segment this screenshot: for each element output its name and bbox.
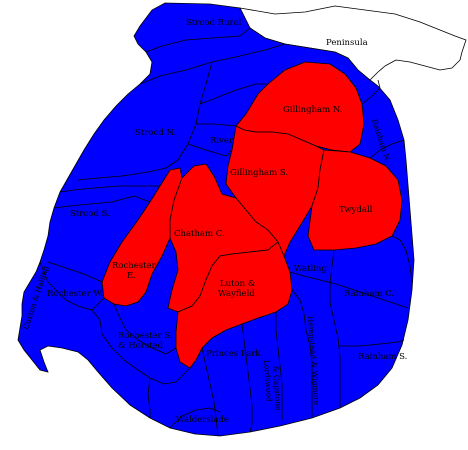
label-rainham-s: Rainham S. (358, 352, 407, 362)
label-rochester-s-1: Rochester S. (118, 331, 173, 341)
label-lordswood-capstone-1: Lordswood (262, 360, 274, 403)
label-strood-n: Strood N. (135, 128, 176, 138)
label-rochester-w: Rochester W. (47, 289, 103, 299)
label-strood-s: Strood S. (70, 209, 110, 219)
label-rochester-s-2: & Horsted (118, 341, 164, 351)
label-walderslade: Walderslade (176, 415, 229, 425)
label-princes-park: Princes Park (206, 349, 261, 359)
label-lordswood-capstone-2: & Capstone (271, 366, 283, 412)
ward-gillingham-s (225, 125, 325, 258)
label-rochester-e-2: E. (127, 271, 136, 281)
label-luton-2: Wayfield (218, 289, 255, 299)
ward-rochester-e (101, 167, 183, 307)
label-gillingham-s: Gillingham S. (230, 168, 288, 178)
label-rainham-c: Rainham C. (344, 289, 394, 299)
label-luton-1: Luton & (220, 279, 256, 289)
label-river: River (210, 136, 234, 146)
label-chatham-c: Chatham C. (174, 229, 225, 239)
ward-boundaries (39, 27, 413, 437)
ward-luton-wayfield (175, 241, 293, 369)
label-gillingham-n: Gillingham N. (283, 105, 342, 115)
label-strood-rural: Strood Rural (186, 18, 242, 28)
ward-labels: Strood Rural Peninsula Strood N. Strood … (21, 18, 407, 425)
label-watling: Watling (294, 264, 327, 274)
label-peninsula: Peninsula (326, 38, 368, 48)
label-twydall: Twydall (339, 205, 373, 215)
label-rochester-e-1: Rochester (112, 261, 157, 271)
ward-twydall (307, 149, 403, 251)
